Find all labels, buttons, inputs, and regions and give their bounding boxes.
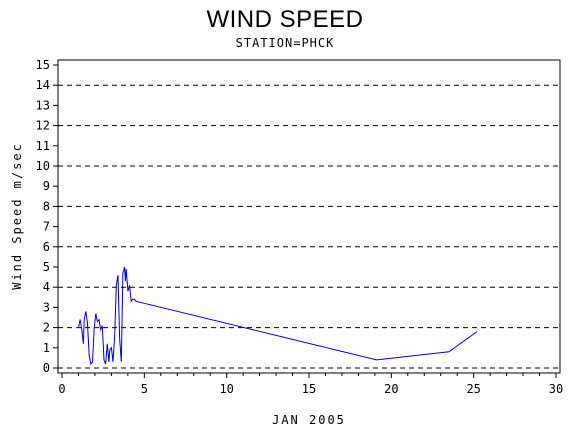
x-axis-title: JAN 2005 (272, 413, 346, 427)
y-tick-label-3: 3 (43, 300, 50, 314)
y-tick-label-8: 8 (43, 199, 50, 213)
x-tick-label-20: 20 (384, 382, 398, 396)
y-tick-label-4: 4 (43, 280, 50, 294)
x-tick-label-0: 0 (58, 382, 65, 396)
y-axis-title: Wind Speed m/sec (10, 142, 24, 290)
plot-area-frame (57, 59, 561, 374)
series-layer (78, 266, 478, 366)
y-tick-label-0: 0 (43, 361, 50, 375)
x-tick-label-10: 10 (219, 382, 233, 396)
chart-subtitle: STATION=PHCK (235, 36, 335, 50)
y-tick-label-14: 14 (36, 78, 50, 92)
y-tick-label-7: 7 (43, 220, 50, 234)
y-tick-label-12: 12 (36, 119, 50, 133)
y-tick-label-13: 13 (36, 98, 50, 112)
y-tick-label-9: 9 (43, 179, 50, 193)
x-tick-label-15: 15 (302, 382, 316, 396)
x-tick-label-5: 5 (141, 382, 148, 396)
x-tick-label-30: 30 (549, 382, 563, 396)
y-tick-label-2: 2 (43, 321, 50, 335)
chart-title: WIND SPEED (206, 6, 364, 33)
y-tick-label-10: 10 (36, 159, 50, 173)
y-tick-label-1: 1 (43, 341, 50, 355)
y-tick-label-11: 11 (36, 139, 50, 153)
series-line-0 (78, 266, 478, 366)
y-tick-label-15: 15 (36, 58, 50, 72)
grid-lines (58, 84, 560, 369)
y-tick-label-6: 6 (43, 240, 50, 254)
y-tick-label-5: 5 (43, 260, 50, 274)
x-tick-label-25: 25 (466, 382, 480, 396)
